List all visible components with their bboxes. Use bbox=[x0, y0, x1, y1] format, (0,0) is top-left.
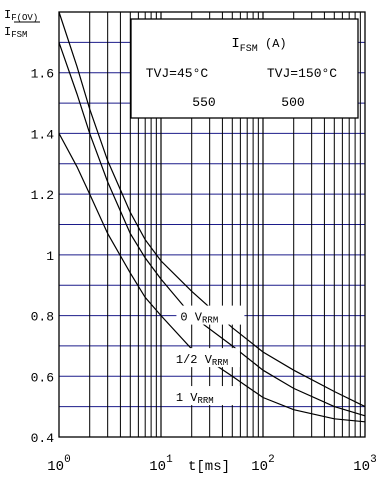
x-axis-label: t[ms] bbox=[188, 459, 230, 475]
curve-1-vrrm bbox=[58, 133, 366, 423]
x-tick-exponent: 2 bbox=[268, 454, 275, 466]
y-axis-label-denominator-sub: FSM bbox=[11, 30, 27, 40]
info-box-col2-header: TVJ=150°C bbox=[267, 66, 337, 81]
info-box: IFSM (A) TVJ=45°C TVJ=150°C 550 500 bbox=[130, 18, 359, 119]
curve-label-sub: RRM bbox=[198, 396, 214, 406]
y-axis-label: IF(OV)IFSM bbox=[4, 8, 40, 40]
curve-label-main: 0 V bbox=[180, 311, 202, 325]
curve-label-0-vrrm: 0 VRRM bbox=[176, 305, 245, 326]
y-tick-label: 0.4 bbox=[31, 431, 55, 446]
info-box-frame bbox=[130, 18, 359, 119]
y-tick-label: 1.4 bbox=[31, 127, 55, 142]
y-axis-label-numerator: IF(OV) bbox=[4, 8, 38, 23]
x-tick-base: 10 bbox=[47, 459, 64, 475]
curve-label-1-2-vrrm: 1/2 VRRM bbox=[171, 348, 240, 368]
x-tick-base: 10 bbox=[353, 459, 370, 475]
curve-label-text: 0 VRRM bbox=[180, 311, 218, 326]
curve-label-text: 1/2 VRRM bbox=[176, 353, 228, 368]
curve-label-bg bbox=[171, 386, 240, 406]
y-axis-label-denominator: IFSM bbox=[4, 25, 27, 40]
info-box-col2-value: 500 bbox=[281, 95, 304, 110]
curve-label-1-vrrm: 1 VRRM bbox=[171, 386, 240, 406]
x-tick-label: 101 bbox=[149, 454, 173, 475]
y-axis-label-denominator-main: I bbox=[4, 25, 11, 39]
x-tick-label: 102 bbox=[251, 454, 274, 475]
curve-label-bg bbox=[171, 348, 240, 368]
y-axis-label-numerator-sub: F(OV) bbox=[11, 13, 38, 23]
curve-label-bg bbox=[176, 305, 245, 325]
x-tick-exponent: 3 bbox=[370, 454, 377, 466]
curve-label-sub: RRM bbox=[212, 358, 228, 368]
x-tick-base: 10 bbox=[251, 459, 268, 475]
x-tick-label: 100 bbox=[47, 454, 70, 475]
plot-frame bbox=[58, 11, 366, 438]
y-tick-label: 1 bbox=[46, 249, 54, 264]
info-box-title-sub: FSM bbox=[240, 44, 258, 55]
info-box-title: IFSM (A) bbox=[231, 36, 286, 55]
curve-label-main: 1 V bbox=[176, 391, 198, 405]
curve-layer bbox=[58, 11, 366, 423]
y-axis-label-numerator-main: I bbox=[4, 8, 11, 22]
y-tick-label: 1.2 bbox=[31, 188, 54, 203]
curve-label-sub: RRM bbox=[202, 316, 218, 326]
x-tick-label: 103 bbox=[353, 454, 376, 475]
y-tick-label: 0.6 bbox=[31, 370, 54, 385]
x-tick-exponent: 0 bbox=[64, 454, 71, 466]
x-tick-base: 10 bbox=[149, 459, 166, 475]
curve-label-text: 1 VRRM bbox=[176, 391, 214, 406]
y-tick-label: 1.6 bbox=[31, 67, 54, 82]
curve-label-main: 1/2 V bbox=[176, 353, 213, 367]
info-box-title-unit: (A) bbox=[258, 37, 287, 51]
curve-0-vrrm bbox=[58, 11, 366, 408]
curve-1-2-vrrm bbox=[58, 42, 366, 417]
x-tick-exponent: 1 bbox=[166, 454, 173, 466]
y-tick-label: 0.8 bbox=[31, 310, 54, 325]
info-box-col1-header: TVJ=45°C bbox=[146, 66, 209, 81]
info-box-title-main: I bbox=[231, 36, 239, 52]
info-box-col1-value: 550 bbox=[192, 95, 215, 110]
